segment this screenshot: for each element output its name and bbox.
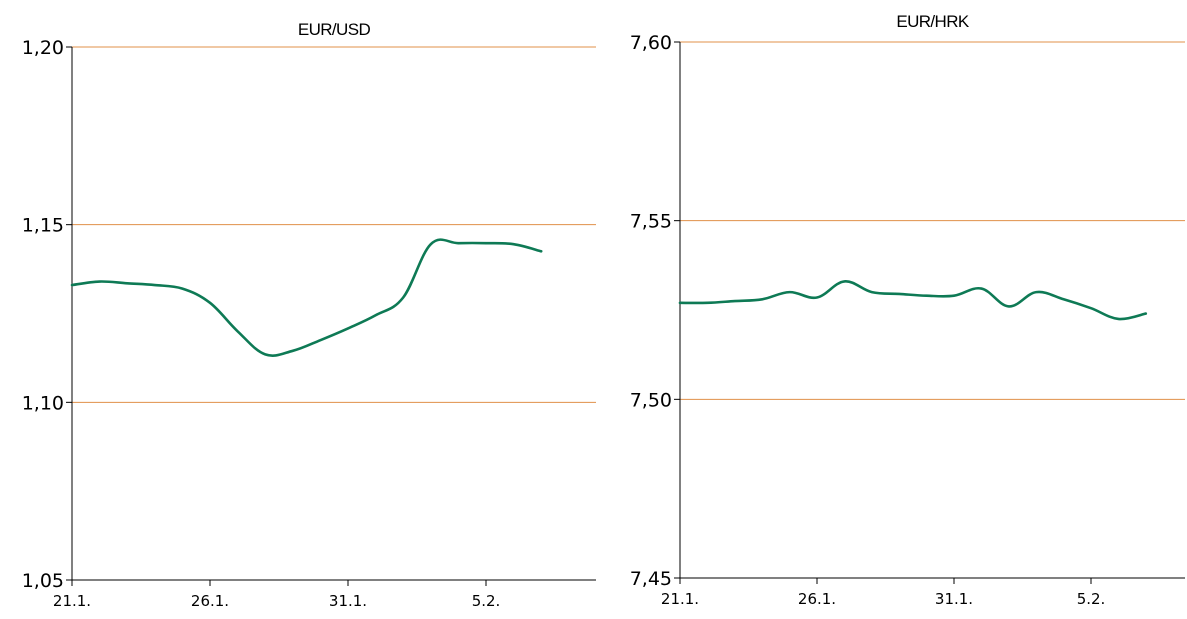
series-line: [70, 238, 543, 357]
x-tick-label: 21.1.: [53, 592, 91, 610]
x-tick-label: 31.1.: [329, 592, 367, 610]
y-tick-label: 1,15: [22, 215, 64, 237]
y-tick-label: 7,45: [630, 568, 672, 590]
chart-title: EUR/HRK: [896, 12, 970, 31]
y-tick-label: 1,10: [22, 392, 64, 414]
chart-eur-hrk: EUR/HRK 7,45 7,50 7,55 7,60 21.1. 26.1. 31.1. 5…: [630, 12, 1185, 608]
x-tick-label: 21.1.: [661, 590, 699, 608]
x-tick-label: 5.2.: [1077, 590, 1106, 608]
y-tick-label: 1,20: [22, 37, 64, 59]
chart-title: EUR/USD: [298, 20, 371, 39]
y-tick-label: 1,05: [22, 570, 64, 592]
y-tick-label: 7,55: [630, 211, 672, 233]
x-tick-label: 31.1.: [935, 590, 973, 608]
x-tick-label: 5.2.: [472, 592, 501, 610]
y-tick-label: 7,60: [630, 32, 672, 54]
x-tick-label: 26.1.: [191, 592, 229, 610]
y-tick-label: 7,50: [630, 389, 672, 411]
x-tick-label: 26.1.: [798, 590, 836, 608]
chart-eur-usd: EUR/USD 1,05 1,10 1,15 1,20 21.1. 26.1. 31.1. 5…: [22, 20, 596, 610]
series-line: [678, 280, 1148, 321]
